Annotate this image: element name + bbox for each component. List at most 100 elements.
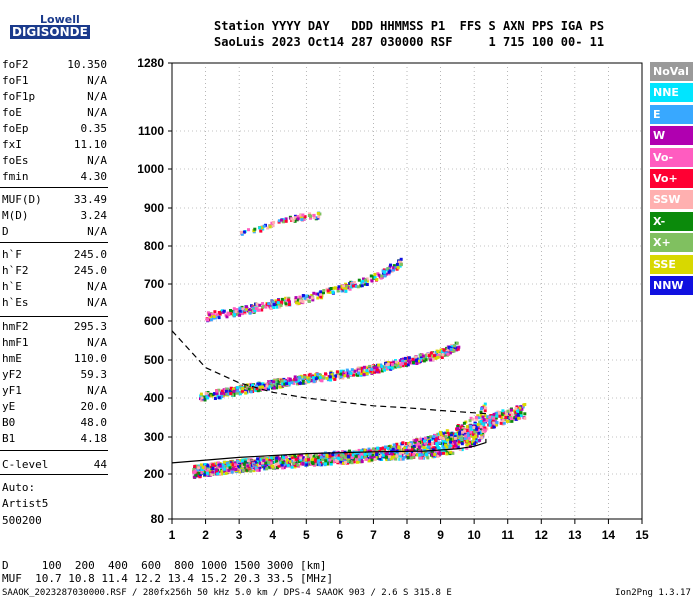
echo-point <box>371 447 375 451</box>
echo-point <box>432 435 436 439</box>
echo-point <box>351 284 355 288</box>
echo-point <box>435 449 439 453</box>
echo-point <box>442 446 446 450</box>
echo-point <box>423 439 426 443</box>
echo-point <box>284 296 288 300</box>
echo-point <box>502 411 505 415</box>
echo-point <box>471 431 474 435</box>
echo-point <box>278 381 282 385</box>
echo-point <box>238 313 242 317</box>
echo-point <box>402 446 406 450</box>
echo-point <box>363 282 367 286</box>
echo-point <box>479 420 483 423</box>
echo-point <box>270 306 274 310</box>
echo-point <box>330 457 334 460</box>
echo-point <box>330 373 334 377</box>
echo-point <box>275 459 279 463</box>
echo-point <box>485 419 489 422</box>
echo-point <box>227 464 231 468</box>
echo-point <box>287 296 291 300</box>
echo-point <box>339 453 343 457</box>
param-value: 245.0 <box>73 264 107 277</box>
echo-point <box>426 450 430 454</box>
echo-point <box>321 375 324 379</box>
echo-point <box>199 392 203 396</box>
echo-point <box>501 419 505 423</box>
echo-point <box>300 218 304 222</box>
echo-point <box>356 366 360 370</box>
echo-point <box>233 313 237 316</box>
echo-point <box>370 368 374 371</box>
echo-point <box>214 468 218 472</box>
echo-point <box>378 455 382 458</box>
echo-point <box>238 459 242 462</box>
echo-point <box>290 381 294 385</box>
echo-point <box>357 448 361 452</box>
echo-point <box>423 436 427 440</box>
legend-item-ssw: SSW <box>650 190 693 210</box>
echo-point <box>277 298 280 302</box>
echo-point <box>241 469 245 473</box>
echo-point <box>255 387 259 391</box>
echo-point <box>279 461 283 465</box>
echo-point <box>452 349 456 353</box>
echo-point <box>441 353 445 357</box>
echo-point <box>388 363 392 367</box>
echo-point <box>299 458 303 462</box>
echo-point <box>375 448 379 452</box>
echo-point <box>333 457 337 461</box>
param-divider <box>0 242 108 243</box>
echo-point <box>274 465 278 469</box>
echo-point <box>245 468 249 472</box>
echo-point <box>238 470 242 474</box>
echo-point <box>275 305 279 309</box>
echo-point <box>384 365 388 369</box>
echo-point <box>417 359 421 363</box>
echo-point <box>241 307 245 311</box>
echo-point <box>217 396 221 400</box>
echo-point <box>422 359 426 363</box>
echo-point <box>301 462 305 466</box>
echo-point <box>281 382 285 386</box>
echo-point <box>312 463 316 467</box>
echo-point <box>220 309 224 313</box>
echo-point <box>474 415 478 419</box>
echo-point <box>298 299 302 303</box>
echo-point <box>357 278 361 282</box>
echo-point <box>232 391 236 395</box>
param-name: hmE <box>2 352 22 365</box>
echo-point <box>402 455 406 459</box>
legend-item-nne: NNE <box>650 83 693 103</box>
echo-point <box>294 463 298 467</box>
echo-point <box>342 454 346 458</box>
param-value: N/A <box>87 384 107 397</box>
echo-point <box>208 313 212 317</box>
echo-point <box>235 386 239 390</box>
echo-point <box>285 455 288 459</box>
echo-point <box>408 446 411 450</box>
x-tick-label: 7 <box>370 528 377 542</box>
echo-point <box>263 464 267 468</box>
echo-point <box>442 451 445 455</box>
echo-point <box>311 457 315 461</box>
echo-point <box>350 368 354 372</box>
echo-point <box>237 465 241 469</box>
echo-point <box>383 274 387 278</box>
echo-point <box>473 424 476 428</box>
echo-point <box>293 455 297 459</box>
echo-point <box>349 371 353 375</box>
echo-point <box>217 311 221 314</box>
echo-point <box>492 421 496 425</box>
echo-point <box>215 392 219 396</box>
echo-point <box>283 380 287 384</box>
echo-point <box>319 290 323 294</box>
echo-point <box>359 369 363 373</box>
echo-point <box>228 390 232 394</box>
echo-point <box>307 379 311 383</box>
echo-point <box>292 381 296 385</box>
echo-point <box>422 456 426 460</box>
echo-point <box>339 460 343 464</box>
echo-point <box>378 366 382 369</box>
param-value: N/A <box>87 74 107 87</box>
echo-point <box>335 370 339 374</box>
